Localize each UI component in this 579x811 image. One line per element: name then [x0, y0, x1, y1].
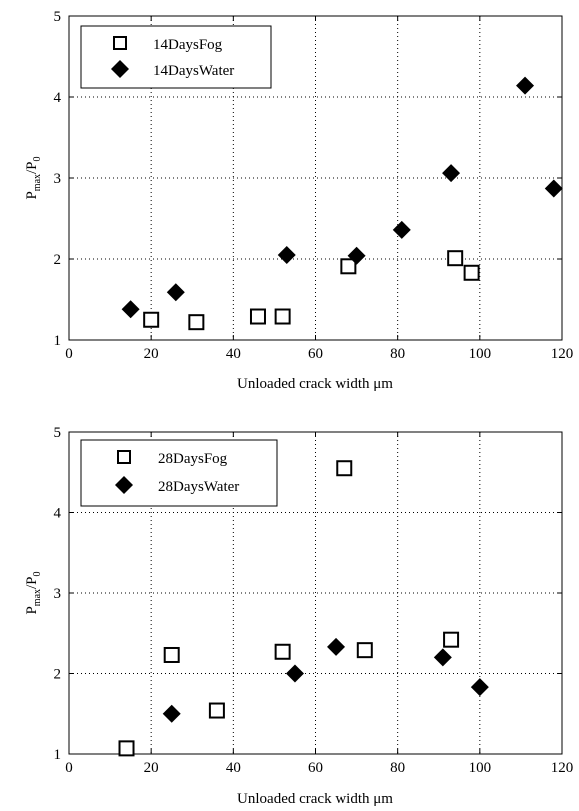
legend-label-28-days-water: 28DaysWater: [158, 479, 239, 495]
legend-label-28-days-fog: 28DaysFog: [158, 451, 228, 467]
legend-label-14-days-water: 14DaysWater: [153, 63, 234, 79]
x-tick-label: 120: [551, 346, 574, 362]
y-tick-label: 3: [54, 586, 62, 602]
legend-marker-28-days-water: [115, 476, 133, 494]
y-tick-label: 2: [54, 252, 62, 268]
x-tick-label: 0: [65, 760, 73, 776]
point-14-days-water: [121, 300, 140, 319]
x-axis-label-top: Unloaded crack width μm: [237, 376, 393, 392]
x-tick-label: 80: [390, 760, 405, 776]
point-14-days-water: [166, 283, 185, 302]
legend-top: 14DaysFog 14DaysWater: [80, 25, 272, 89]
y-axis-label-bottom: Pmax/P0: [24, 571, 43, 614]
x-tick-label: 20: [144, 346, 159, 362]
point-14-days-water: [442, 164, 461, 183]
point-28-days-fog: [163, 646, 180, 663]
legend-marker-14-days-fog: [113, 36, 127, 50]
legend-label-14-days-fog: 14DaysFog: [153, 37, 223, 53]
legend-marker-28-days-fog: [117, 450, 131, 464]
x-tick-label: 40: [226, 760, 241, 776]
point-28-days-fog: [118, 740, 135, 757]
point-28-days-water: [433, 648, 452, 667]
point-28-days-fog: [208, 702, 225, 719]
x-tick-label: 60: [308, 760, 323, 776]
point-14-days-fog: [274, 308, 291, 325]
legend-box-bottom: [80, 439, 278, 507]
point-14-days-fog: [249, 308, 266, 325]
y-tick-label: 2: [54, 667, 62, 683]
x-tick-label: 0: [65, 346, 73, 362]
y-tick-label: 1: [54, 747, 62, 763]
point-28-days-fog: [443, 631, 460, 648]
point-28-days-fog: [356, 642, 373, 659]
point-14-days-water: [516, 76, 535, 95]
point-14-days-water: [392, 220, 411, 239]
point-14-days-water: [347, 246, 366, 265]
legend-bottom: 28DaysFog 28DaysWater: [80, 439, 278, 507]
legend-box-top: [80, 25, 272, 89]
y-axis-label-top: Pmax/P0: [24, 156, 43, 199]
point-28-days-fog: [274, 643, 291, 660]
y-tick-label: 5: [54, 425, 62, 441]
y-tick-label: 4: [54, 90, 62, 106]
x-tick-label: 20: [144, 760, 159, 776]
point-14-days-water: [544, 179, 563, 198]
point-28-days-water: [470, 678, 489, 697]
x-axis-label-bottom: Unloaded crack width μm: [237, 791, 393, 807]
point-14-days-fog: [463, 264, 480, 281]
legend-marker-14-days-water: [111, 60, 129, 78]
point-28-days-water: [285, 664, 304, 683]
y-tick-label: 5: [54, 9, 62, 25]
x-tick-label: 120: [551, 760, 574, 776]
grid-bottom: [69, 432, 562, 754]
chart-top: 0 20 40 60 80 100 120 1 2 3 4 5 Unloaded crack widt…: [24, 9, 573, 392]
point-28-days-water: [327, 637, 346, 656]
point-14-days-fog: [340, 258, 357, 275]
point-14-days-fog: [447, 250, 464, 267]
y-tick-label: 1: [54, 333, 62, 349]
points-top: [121, 76, 563, 331]
chart-bottom: 0 20 40 60 80 100 120 1 2 3 4 5 Unloaded crack widt…: [24, 425, 573, 807]
ticks-top: 0 20 40 60 80 100 120 1 2 3 4 5: [54, 9, 574, 362]
x-tick-label: 40: [226, 346, 241, 362]
x-tick-label: 100: [469, 346, 492, 362]
x-tick-label: 80: [390, 346, 405, 362]
point-28-days-fog: [336, 460, 353, 477]
ticks-bottom: 0 20 40 60 80 100 120 1 2 3 4 5: [54, 425, 574, 776]
y-tick-label: 4: [54, 506, 62, 522]
point-14-days-fog: [143, 311, 160, 328]
points-bottom: [118, 460, 489, 757]
y-tick-label: 3: [54, 171, 62, 187]
point-14-days-water: [277, 245, 296, 264]
x-tick-label: 60: [308, 346, 323, 362]
point-28-days-water: [162, 704, 181, 723]
point-14-days-fog: [188, 314, 205, 331]
x-tick-label: 100: [469, 760, 492, 776]
